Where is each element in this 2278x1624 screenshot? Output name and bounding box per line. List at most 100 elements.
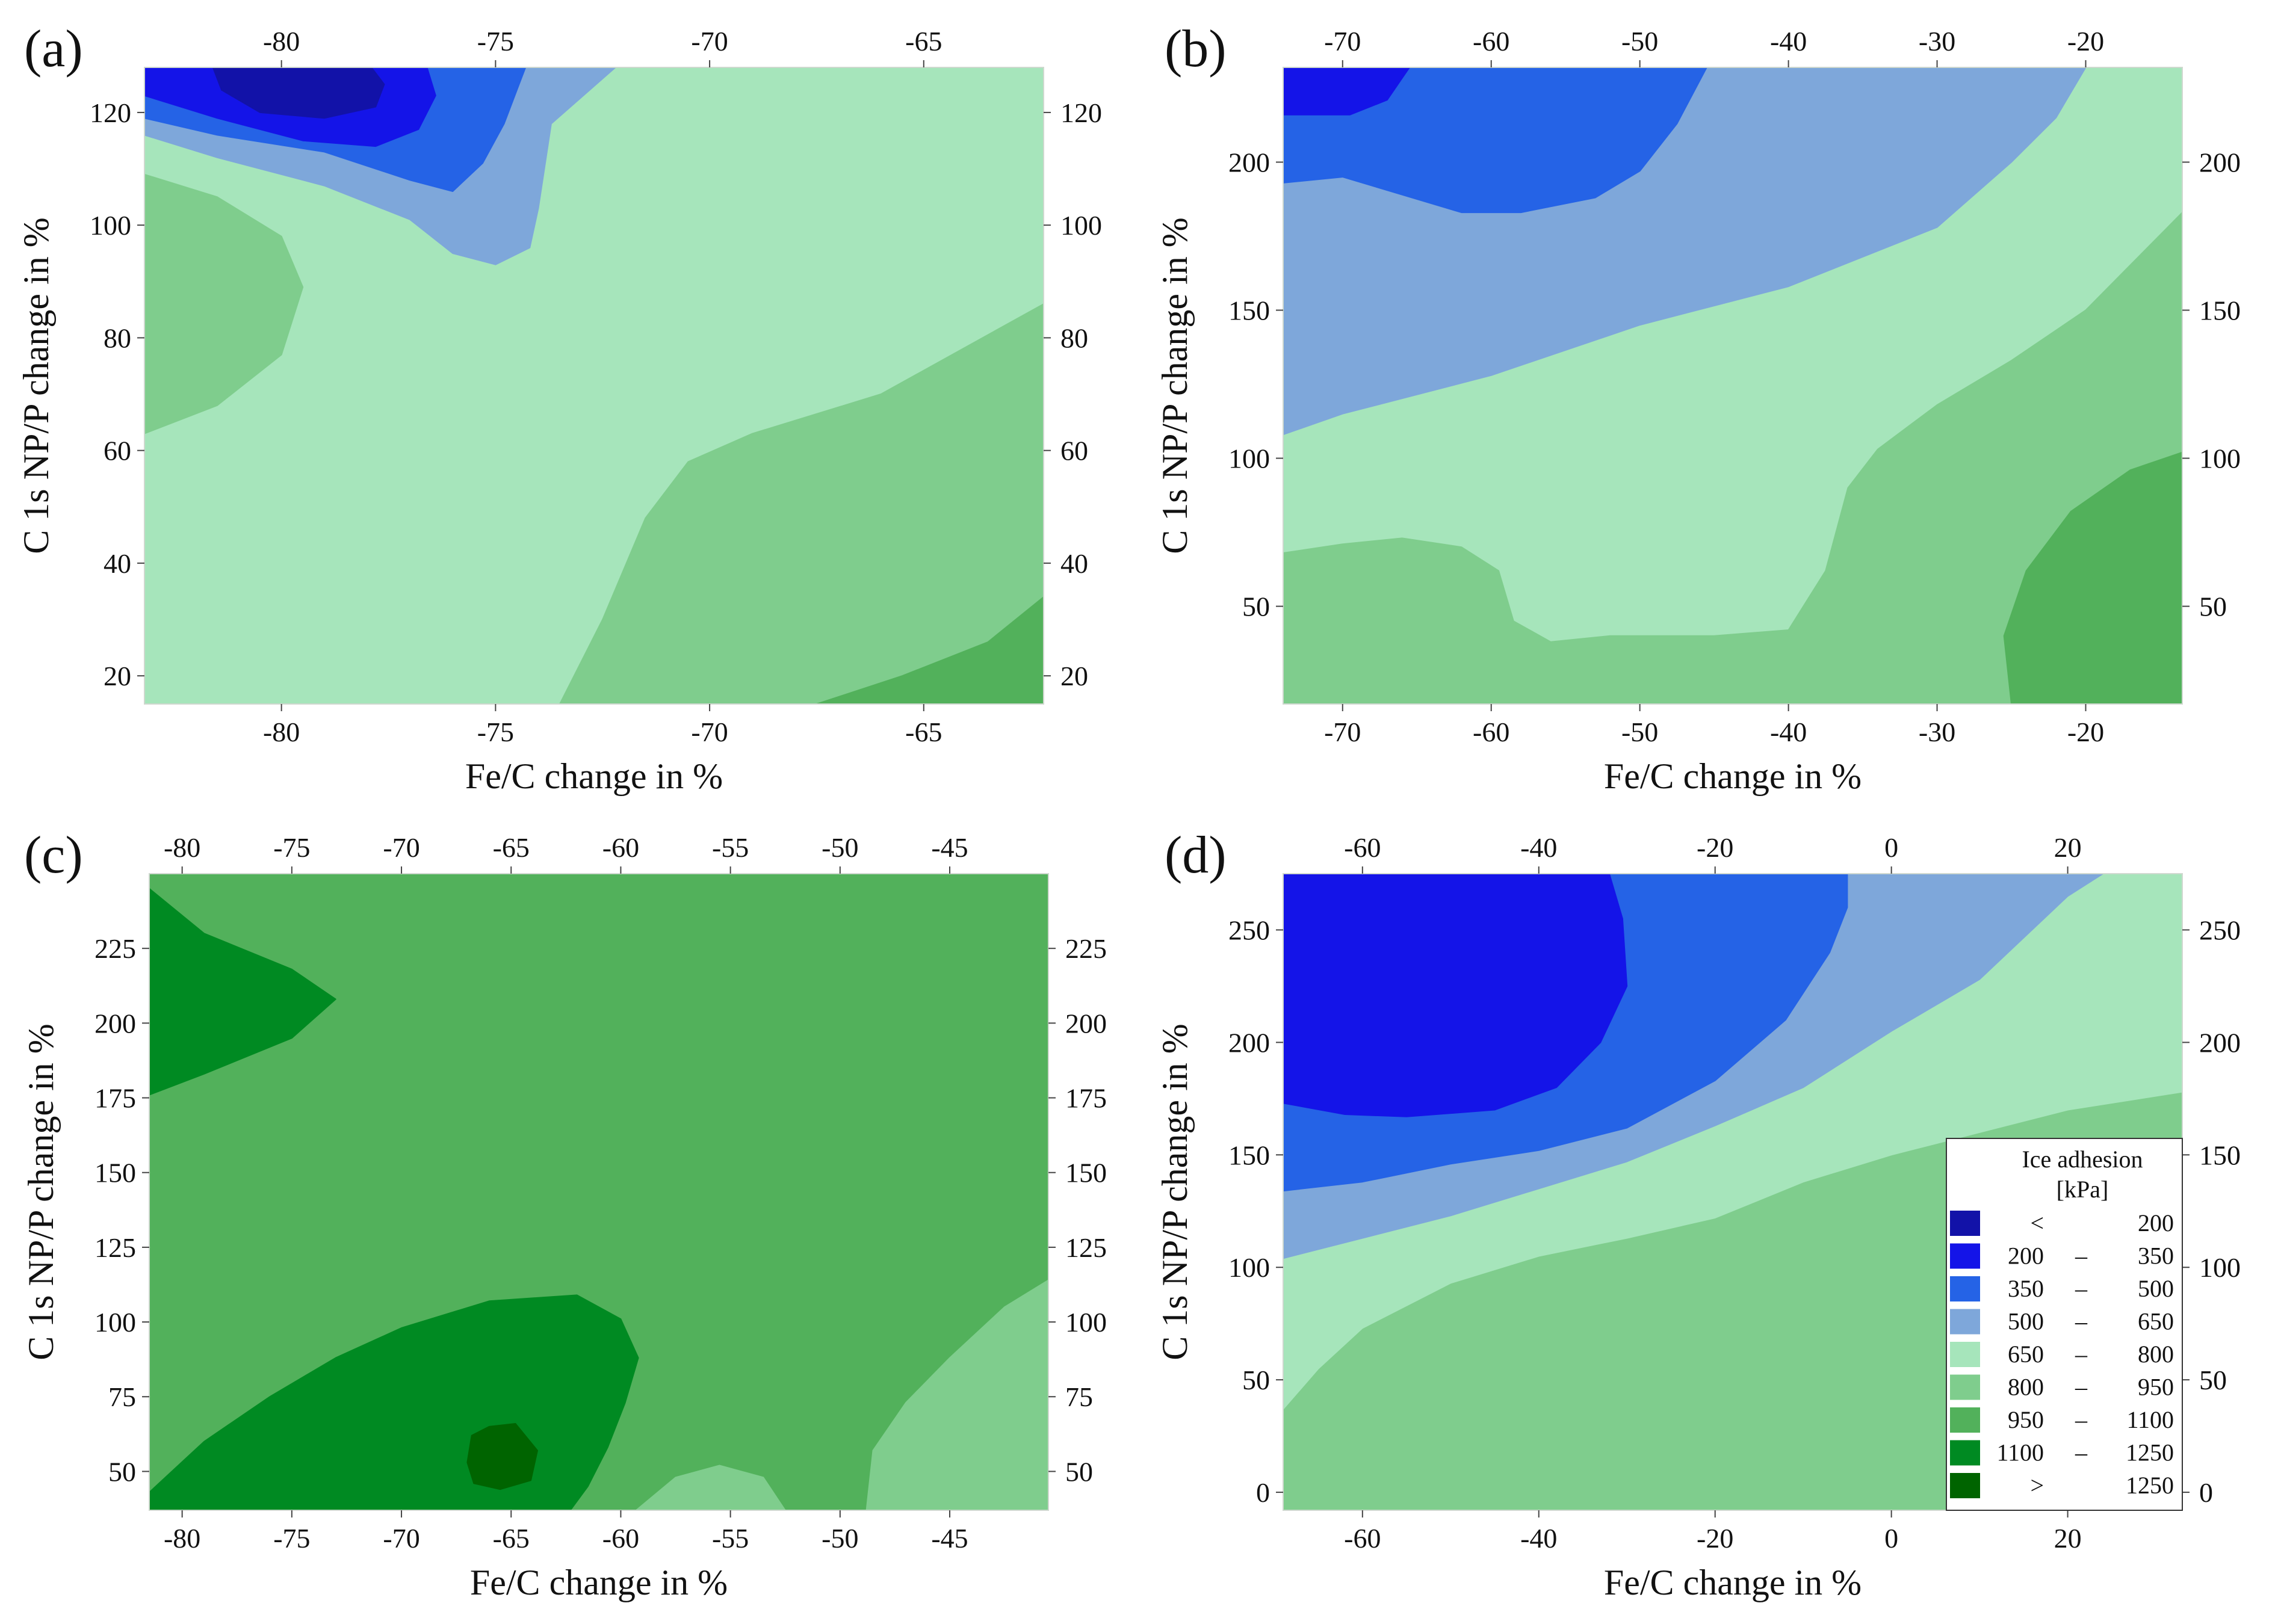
legend-dash: – xyxy=(2075,1243,2088,1270)
x-tick-label-top: -55 xyxy=(712,832,749,863)
legend-low: 500 xyxy=(2008,1308,2044,1335)
y-tick-label: 200 xyxy=(94,1008,136,1039)
legend-low: 650 xyxy=(2008,1341,2044,1368)
x-tick-label: -40 xyxy=(1520,1523,1557,1554)
contour-region xyxy=(466,1423,538,1490)
y-tick-label-right: 100 xyxy=(2199,1252,2241,1283)
legend-high: 800 xyxy=(2138,1341,2174,1368)
plot-frame xyxy=(144,67,1044,705)
y-tick-label: 20 xyxy=(104,661,131,691)
x-tick-label: -70 xyxy=(1324,717,1361,747)
legend-high: 500 xyxy=(2138,1275,2174,1302)
legend-dash: – xyxy=(2075,1308,2088,1335)
x-tick-label-top: -70 xyxy=(383,832,419,863)
contour-region xyxy=(1283,67,1707,214)
y-tick-label: 100 xyxy=(1228,1252,1270,1283)
y-tick-label: 100 xyxy=(90,210,131,241)
contour-region xyxy=(816,596,1044,704)
x-tick-label: -65 xyxy=(493,1523,530,1554)
x-tick-label: 20 xyxy=(2054,1523,2082,1554)
legend-high: 200 xyxy=(2138,1209,2174,1237)
x-tick-label-top: -20 xyxy=(2067,26,2104,57)
y-tick-label: 50 xyxy=(1242,1365,1270,1395)
x-axis-label: Fe/C change in % xyxy=(1604,756,1862,796)
legend-high: 650 xyxy=(2138,1308,2174,1335)
y-tick-label-right: 50 xyxy=(2199,1365,2227,1395)
x-tick-label: -60 xyxy=(1473,717,1509,747)
y-tick-label-right: 75 xyxy=(1065,1382,1093,1412)
legend-swatch xyxy=(1950,1211,1980,1236)
y-tick-label-right: 150 xyxy=(2199,1140,2241,1170)
y-tick-label: 50 xyxy=(1242,591,1270,622)
x-tick-label-top: -80 xyxy=(164,832,200,863)
y-tick-label: 0 xyxy=(1256,1477,1270,1508)
y-tick-label-right: 225 xyxy=(1065,933,1107,964)
x-tick-label-top: -70 xyxy=(1324,26,1361,57)
contour-region xyxy=(865,1279,1048,1510)
y-tick-label: 225 xyxy=(94,933,136,964)
panel-a: -80 -80 -75 -75 -70 -70 -65 -65 20 20 40 40 60 60 80 80… xyxy=(16,20,1102,796)
panel-c: -80 -80 -75 -75 -70 -70 -65 -65 -60 -60 -55 -55 -50 -… xyxy=(21,826,1107,1602)
legend-box xyxy=(1946,1138,2183,1511)
legend-dash: – xyxy=(2075,1275,2088,1302)
legend-swatch xyxy=(1950,1440,1980,1466)
contour-region xyxy=(635,1465,786,1510)
x-tick-label: -60 xyxy=(1344,1523,1381,1554)
x-tick-label: -70 xyxy=(383,1523,419,1554)
contour-region xyxy=(212,67,385,119)
x-tick-label-top: 20 xyxy=(2054,832,2082,863)
legend-low: > xyxy=(2030,1472,2044,1499)
x-tick-label-top: -40 xyxy=(1770,26,1807,57)
contour-region xyxy=(1283,874,1628,1117)
x-tick-label-top: -60 xyxy=(1344,832,1381,863)
x-tick-label: -40 xyxy=(1770,717,1807,747)
y-tick-label-right: 150 xyxy=(2199,295,2241,326)
x-tick-label: -20 xyxy=(2067,717,2104,747)
y-tick-label: 75 xyxy=(108,1382,136,1412)
y-tick-label-right: 250 xyxy=(2199,915,2241,945)
y-tick-label-right: 200 xyxy=(2199,1027,2241,1058)
legend-swatch xyxy=(1950,1309,1980,1335)
y-tick-label: 80 xyxy=(104,323,131,353)
plot-frame xyxy=(149,873,1049,1511)
legend-dash: – xyxy=(2075,1439,2088,1466)
x-tick-label-top: -40 xyxy=(1520,832,1557,863)
y-tick-label-right: 20 xyxy=(1060,661,1088,691)
x-tick-label-top: -20 xyxy=(1697,832,1733,863)
y-tick-label-right: 0 xyxy=(2199,1477,2213,1508)
legend-swatch xyxy=(1950,1276,1980,1301)
x-tick-label-top: -65 xyxy=(493,832,530,863)
x-tick-label-top: -30 xyxy=(1919,26,1955,57)
y-tick-label-right: 200 xyxy=(2199,147,2241,178)
legend-swatch xyxy=(1950,1374,1980,1400)
x-tick-label: -70 xyxy=(691,717,728,747)
legend-swatch xyxy=(1950,1473,1980,1498)
x-tick-label-top: -60 xyxy=(602,832,639,863)
y-tick-label: 100 xyxy=(94,1307,136,1338)
panel-b: -70 -70 -60 -60 -50 -50 -40 -40 -30 -30 -20 -20 50 50… xyxy=(1155,20,2241,796)
x-tick-label: -80 xyxy=(263,717,300,747)
contour-regions xyxy=(149,888,1048,1510)
legend-swatch xyxy=(1950,1407,1980,1433)
x-tick-label: -20 xyxy=(1697,1523,1733,1554)
y-tick-label: 125 xyxy=(94,1232,136,1263)
legend-title: Ice adhesion xyxy=(2022,1146,2143,1173)
x-tick-label: -75 xyxy=(273,1523,310,1554)
y-tick-label-right: 175 xyxy=(1065,1083,1107,1114)
contour-region xyxy=(144,303,1044,704)
y-tick-label: 250 xyxy=(1228,915,1270,945)
y-tick-label-right: 80 xyxy=(1060,323,1088,353)
y-tick-label: 150 xyxy=(1228,295,1270,326)
y-tick-label-right: 200 xyxy=(1065,1008,1107,1039)
y-tick-label: 175 xyxy=(94,1083,136,1114)
x-tick-label: -50 xyxy=(822,1523,858,1554)
y-tick-label-right: 150 xyxy=(1065,1158,1107,1188)
x-tick-label-top: -60 xyxy=(1473,26,1509,57)
legend-high: 1250 xyxy=(2126,1472,2174,1499)
y-tick-label-right: 50 xyxy=(1065,1456,1093,1487)
y-axis-label: C 1s NP/P change in % xyxy=(16,217,56,554)
y-tick-label: 150 xyxy=(94,1158,136,1188)
y-axis-label: C 1s NP/P change in % xyxy=(1155,1023,1195,1360)
contour-region xyxy=(1283,212,2182,704)
